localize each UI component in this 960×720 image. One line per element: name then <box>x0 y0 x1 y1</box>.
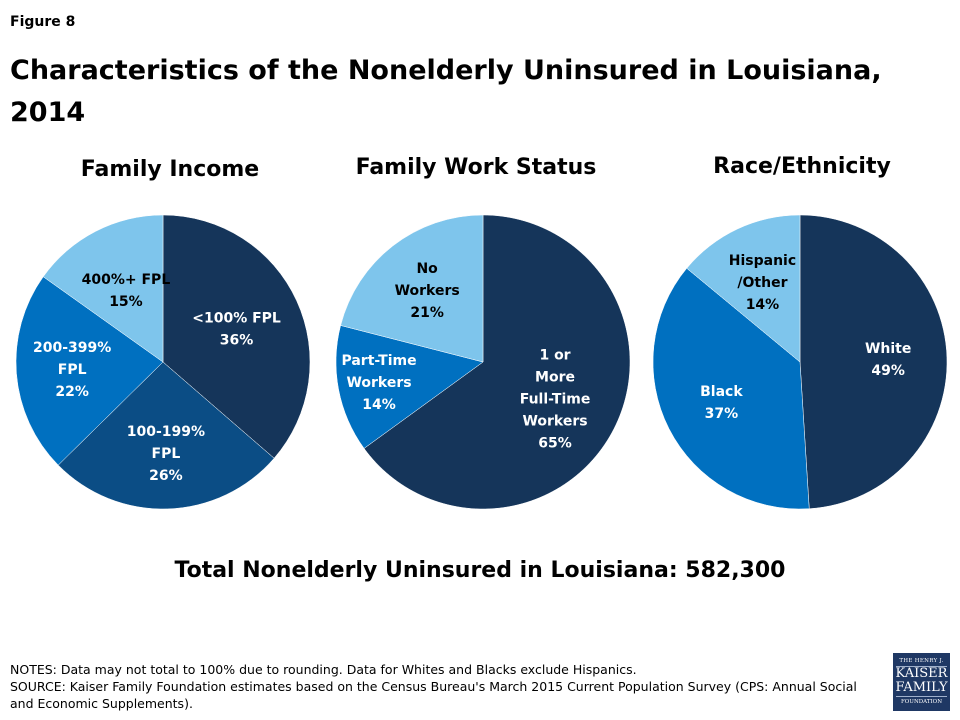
slice-label: Hispanic/Other 14% <box>729 253 796 313</box>
slice-label: 400%+ FPL 15% <box>82 272 171 310</box>
pie-slice <box>340 214 484 363</box>
pie-slice <box>363 214 631 510</box>
slice-label: Part-Time Workers 14% <box>341 353 416 413</box>
chart-title-work-status: Family Work Status <box>355 155 597 180</box>
pie-slice <box>57 361 275 510</box>
pie-slice <box>162 214 311 459</box>
slice-label: 1 or More Full-Time Workers 65% <box>520 348 591 452</box>
slice-label: 200-399% FPL 22% <box>33 340 111 400</box>
pie-slice <box>335 325 484 449</box>
pie-slice <box>686 214 801 363</box>
pie-slice <box>42 214 164 363</box>
chart-title-family-income: Family Income <box>80 157 260 182</box>
notes-text: NOTES: Data may not total to 100% due to… <box>10 662 637 677</box>
slice-label: <100% FPL 36% <box>192 310 281 348</box>
notes: NOTES: Data may not total to 100% due to… <box>10 661 860 712</box>
slice-label: 100-199% FPL 26% <box>127 424 205 484</box>
pie-slice <box>15 276 164 466</box>
slice-label: Black 37% <box>700 384 743 422</box>
page-title: Characteristics of the Nonelderly Uninsu… <box>10 55 882 128</box>
slice-label: No Workers 21% <box>395 261 460 321</box>
kff-logo: THE HENRY J. KAISER FAMILY FOUNDATION <box>893 653 950 711</box>
source-text: SOURCE: Kaiser Family Foundation estimat… <box>10 679 857 711</box>
slice-label: White 49% <box>865 341 911 379</box>
total-uninsured: Total Nonelderly Uninsured in Louisiana:… <box>174 558 786 583</box>
figure-label: Figure 8 <box>10 14 76 30</box>
pie-slice <box>652 267 810 510</box>
chart-title-race: Race/Ethnicity <box>713 154 891 179</box>
pie-slice <box>799 214 948 509</box>
